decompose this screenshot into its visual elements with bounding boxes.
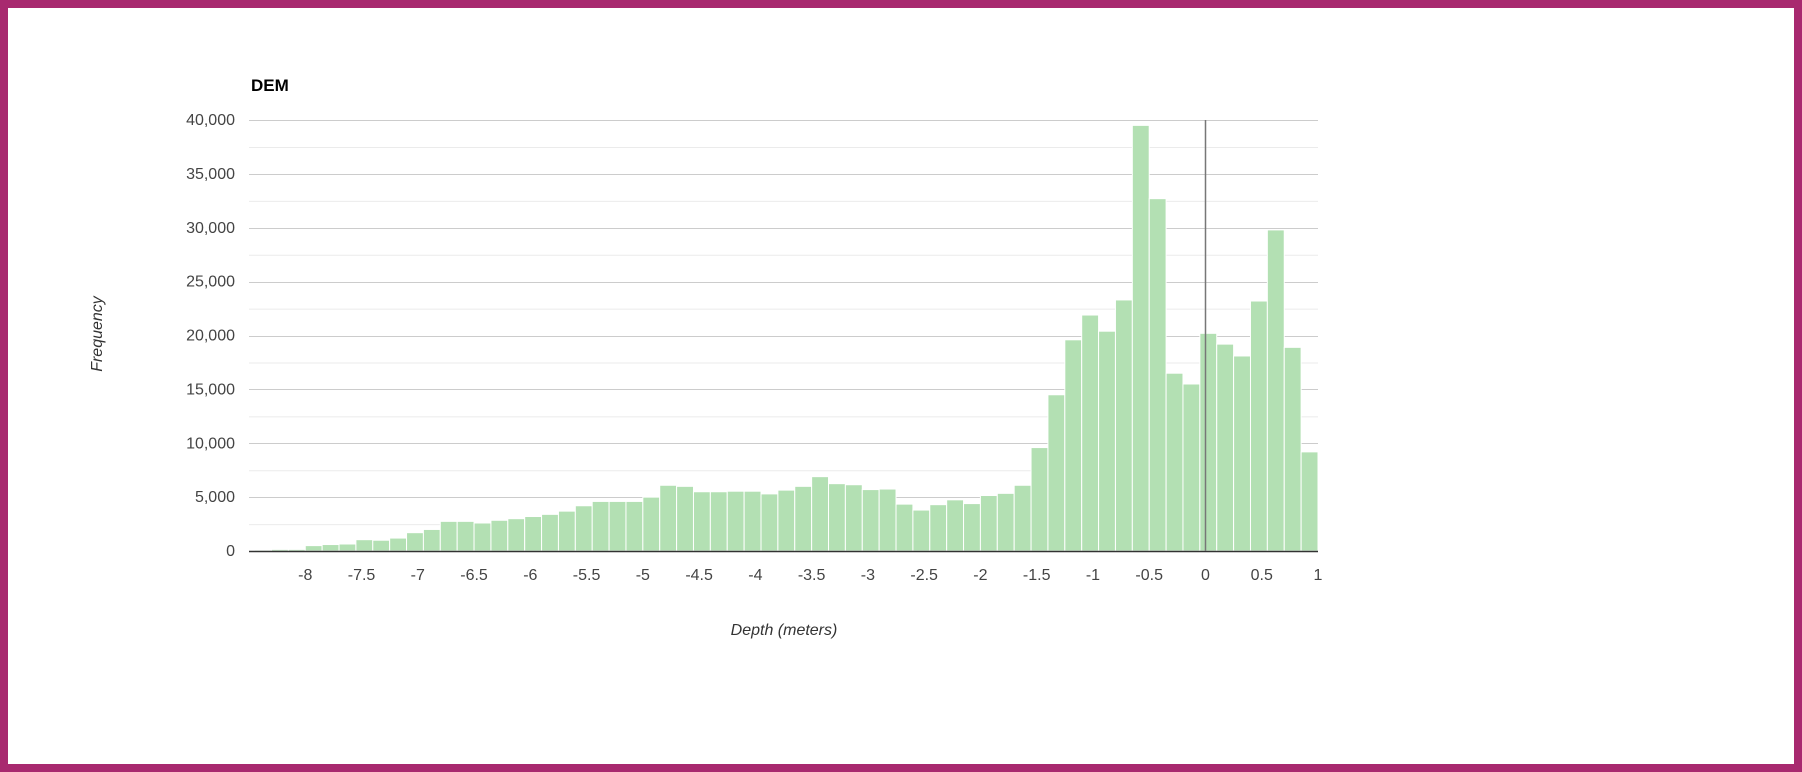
- histogram-bar: [338, 543, 357, 552]
- x-tick-labels: -8 -7.5 -7 -6.5 -6 -5.5 -5 -4.5 -4 -3.5 -3 -2.5 -2 -1…: [298, 567, 1322, 584]
- histogram-bar: [439, 520, 458, 552]
- y-tick-label: 25,000: [186, 274, 235, 291]
- histogram-bar: [574, 505, 593, 552]
- histogram-bar: [1081, 314, 1100, 552]
- y-axis-title: Frequency: [89, 295, 106, 372]
- histogram-bar: [726, 490, 745, 552]
- bars: [254, 124, 1319, 552]
- histogram-bar: [642, 496, 661, 552]
- x-tick-label: -6.5: [460, 567, 488, 584]
- histogram-bar: [692, 491, 711, 552]
- histogram-bar: [1131, 124, 1150, 552]
- y-tick-label: 35,000: [186, 166, 235, 183]
- x-tick-label: -7.5: [348, 567, 376, 584]
- y-tick-label: 0: [226, 543, 235, 560]
- histogram-bar: [1182, 383, 1201, 552]
- histogram-bar: [1148, 198, 1167, 552]
- histogram-bar: [1216, 343, 1235, 552]
- histogram-bar: [1114, 299, 1133, 552]
- histogram-bar: [1098, 330, 1116, 552]
- y-tick-label: 5,000: [195, 489, 235, 506]
- x-tick-label: -2.5: [910, 567, 938, 584]
- histogram-bar: [304, 545, 323, 552]
- x-tick-label: 0: [1201, 567, 1210, 584]
- histogram-bar: [912, 509, 931, 552]
- histogram-bar: [1064, 339, 1083, 552]
- histogram-bar: [811, 476, 830, 552]
- histogram-bar: [1249, 300, 1268, 552]
- y-tick-label: 40,000: [186, 112, 235, 129]
- histogram-bar: [878, 488, 897, 552]
- histogram-bar: [355, 539, 374, 552]
- histogram-bar: [760, 493, 779, 552]
- histogram-bar: [422, 528, 441, 552]
- histogram-bar: [709, 491, 728, 552]
- histogram-bar: [541, 513, 559, 552]
- histogram-bar: [372, 539, 391, 552]
- histogram-bar: [591, 500, 610, 552]
- x-tick-label: 0.5: [1251, 567, 1273, 584]
- histogram-bar: [963, 503, 981, 552]
- x-tick-label: -4.5: [685, 567, 713, 584]
- axes: [249, 120, 1318, 553]
- histogram-bar: [1233, 355, 1251, 552]
- histogram-bar: [557, 510, 576, 552]
- histogram-bar: [861, 489, 880, 552]
- histogram-bar: [625, 500, 644, 552]
- histogram-bar: [524, 516, 543, 552]
- histogram-bar: [844, 484, 863, 552]
- histogram-bar: [1199, 332, 1218, 552]
- x-tick-label: -6: [523, 567, 537, 584]
- x-tick-label: -8: [298, 567, 312, 584]
- histogram-bar: [456, 520, 475, 552]
- histogram-bar: [676, 485, 694, 552]
- y-tick-labels: 0 5,000 10,000 15,000 20,000 25,000 30,000 35,0…: [186, 112, 235, 560]
- x-tick-label: -5: [636, 567, 650, 584]
- histogram-bar: [1165, 372, 1184, 552]
- histogram-bar: [828, 483, 846, 552]
- x-tick-label: -1: [1086, 567, 1100, 584]
- histogram-bar: [1283, 346, 1302, 552]
- histogram-bar: [777, 489, 796, 552]
- histogram-bar: [1030, 447, 1049, 552]
- histogram-bar: [1047, 394, 1066, 552]
- histogram-bar: [979, 495, 998, 552]
- histogram-bar: [490, 519, 509, 552]
- x-axis-title: Depth (meters): [731, 622, 838, 639]
- x-tick-label: -0.5: [1135, 567, 1163, 584]
- x-tick-label: -3: [861, 567, 875, 584]
- x-tick-label: -3.5: [798, 567, 826, 584]
- histogram-bar: [743, 490, 762, 552]
- histogram-bar: [321, 544, 340, 552]
- histogram-bar: [507, 518, 526, 552]
- histogram-bar: [946, 499, 965, 552]
- histogram-bar: [794, 485, 813, 552]
- y-tick-label: 10,000: [186, 435, 235, 452]
- histogram-bar: [389, 537, 408, 552]
- histogram-bar: [608, 500, 627, 552]
- x-tick-label: -1.5: [1023, 567, 1051, 584]
- histogram-bar: [1266, 229, 1285, 552]
- chart-title: DEM: [251, 76, 289, 95]
- histogram-bar: [929, 504, 948, 552]
- histogram-bar: [659, 484, 678, 552]
- y-tick-label: 30,000: [186, 220, 235, 237]
- x-tick-label: 1: [1314, 567, 1323, 584]
- histogram-bar: [406, 532, 424, 552]
- x-tick-label: -7: [411, 567, 425, 584]
- x-tick-label: -2: [973, 567, 987, 584]
- y-tick-label: 20,000: [186, 328, 235, 345]
- histogram-bar: [473, 522, 492, 552]
- histogram-bar: [1300, 451, 1319, 552]
- histogram-bar: [996, 492, 1015, 552]
- x-tick-label: -5.5: [573, 567, 601, 584]
- x-tick-label: -4: [748, 567, 762, 584]
- histogram-chart: DEM Depth (meters) Frequency 0 5,000 10,00…: [89, 76, 1323, 639]
- histogram-bar: [895, 503, 914, 552]
- histogram-bar: [1013, 484, 1032, 552]
- y-tick-label: 15,000: [186, 381, 235, 398]
